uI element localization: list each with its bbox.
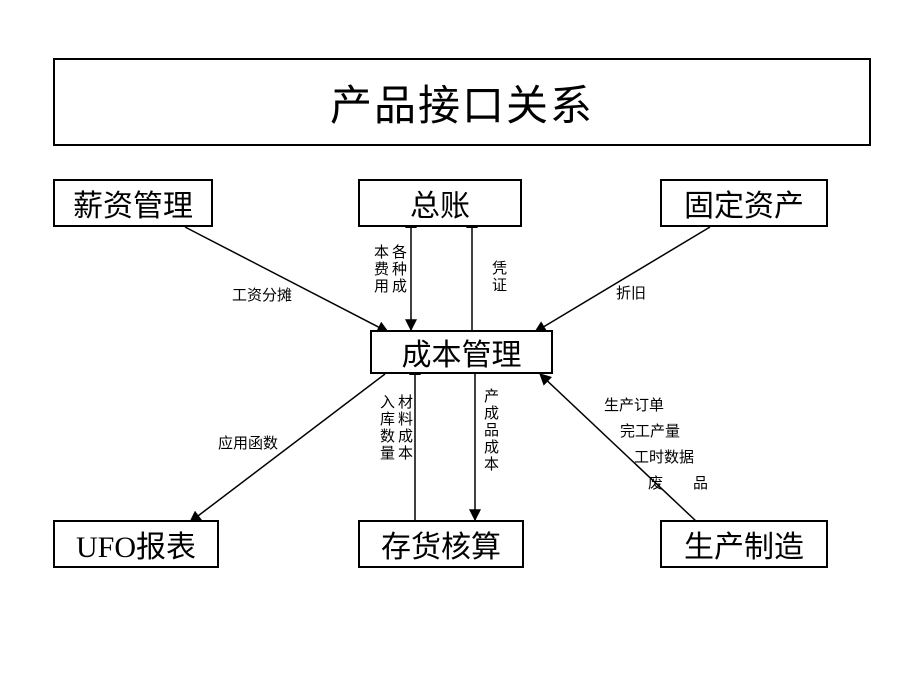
edge-label-l_cost_fee1: 各种成 — [388, 244, 409, 295]
edge-label-l_mat1: 材料成本 — [394, 394, 415, 462]
node-ufo-label: UFO报表 — [76, 522, 196, 566]
node-ledger-label: 总账 — [410, 181, 470, 225]
edge-label-l_hours: 工时数据 — [634, 446, 694, 467]
edge-label-l_mat2: 入库数量 — [376, 394, 397, 462]
node-salary: 薪资管理 — [53, 179, 213, 227]
node-ledger: 总账 — [358, 179, 522, 227]
edge-label-l_scrap: 废 品 — [648, 472, 708, 493]
edge-label-l_done: 完工产量 — [620, 420, 680, 441]
edge-label-l_dep: 折旧 — [616, 282, 646, 303]
edge-label-l_cost_fee2: 本费用 — [370, 244, 391, 295]
diagram-title-text: 产品接口关系 — [330, 72, 594, 133]
edge-prod_cost — [540, 374, 697, 522]
edge-label-l_po: 生产订单 — [604, 394, 664, 415]
node-salary-label: 薪资管理 — [73, 181, 193, 225]
node-cost-label: 成本管理 — [402, 330, 522, 374]
node-assets: 固定资产 — [660, 179, 828, 227]
edge-label-l_voucher: 凭证 — [488, 260, 509, 294]
diagram-title: 产品接口关系 — [53, 58, 871, 146]
edge-assets_cost — [535, 227, 710, 332]
node-ufo: UFO报表 — [53, 520, 219, 568]
edge-cost_ufo — [190, 374, 385, 522]
edge-label-l_salary: 工资分摊 — [232, 284, 292, 305]
edge-label-l_func: 应用函数 — [218, 432, 278, 453]
node-production: 生产制造 — [660, 520, 828, 568]
node-production-label: 生产制造 — [684, 522, 804, 566]
node-inventory: 存货核算 — [358, 520, 524, 568]
node-inventory-label: 存货核算 — [381, 522, 501, 566]
node-cost: 成本管理 — [370, 330, 553, 374]
node-assets-label: 固定资产 — [684, 181, 804, 225]
edge-label-l_prodcost: 产成品成本 — [480, 388, 501, 473]
edge-salary_cost — [185, 227, 388, 332]
